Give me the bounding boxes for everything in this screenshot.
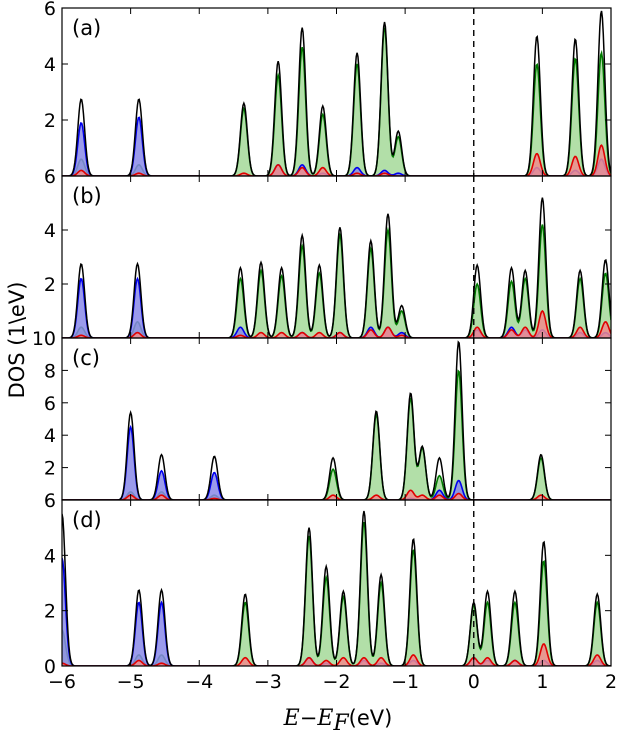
- y-tick-label: 2: [44, 110, 56, 132]
- panel-label: (d): [72, 508, 102, 532]
- x-tick-label: −1: [391, 671, 419, 693]
- x-tick-label: −5: [117, 671, 145, 693]
- y-tick-label: 2: [44, 274, 56, 296]
- x-axis-label-minus: −: [300, 706, 318, 730]
- panel-b: 2 4 10 (b): [32, 175, 612, 350]
- y-tick-label-bottom: 6: [44, 490, 56, 512]
- total-dos-line: [62, 510, 611, 666]
- panel-label: (b): [72, 184, 102, 208]
- y-tick-label: 0: [44, 656, 56, 678]
- total-dos-line: [62, 10, 611, 176]
- x-tick-label: −2: [322, 671, 350, 693]
- x-axis-label: E−EF(eV): [283, 706, 393, 735]
- y-tick-label: 2: [44, 458, 56, 480]
- y-tick-label: 6: [44, 393, 56, 415]
- x-tick-label: 2: [605, 671, 617, 693]
- panel-label: (a): [72, 16, 101, 40]
- x-axis-label-unit: (eV): [349, 706, 393, 730]
- x-axis-label-symbol-ef: E: [316, 706, 333, 731]
- y-tick-label: 6: [44, 0, 56, 20]
- x-axis-label-symbol-e: E: [283, 706, 300, 731]
- x-tick-label: −3: [254, 671, 282, 693]
- panel-plot-area: [62, 340, 611, 500]
- green-pdos-fill: [62, 522, 611, 666]
- panels-group: 2 4 6 6 (a) 2 4 10 (b) 2 4 6 8 6 (c) 0 2 4 (d): [32, 0, 612, 678]
- y-tick-label-bottom: 10: [32, 328, 56, 350]
- y-tick-label: 4: [44, 220, 56, 242]
- x-axis-label-subscript-f: F: [332, 711, 349, 735]
- panel-plot-area: [62, 10, 611, 176]
- y-tick-label: 4: [44, 545, 56, 567]
- y-tick-label-bottom: 6: [44, 166, 56, 188]
- x-tick-label: −4: [185, 671, 213, 693]
- panel-d: 0 2 4 (d): [44, 499, 612, 678]
- y-tick-label: 4: [44, 425, 56, 447]
- y-tick-label: 8: [44, 360, 56, 382]
- y-tick-label: 4: [44, 54, 56, 76]
- green-pdos-line: [62, 369, 611, 500]
- panel-plot-area: [62, 510, 611, 666]
- y-axis-label: DOS (1\eV): [5, 282, 29, 399]
- x-tick-label: 1: [536, 671, 548, 693]
- panel-a: 2 4 6 6 (a): [44, 0, 612, 188]
- panel-frame: [61, 499, 612, 667]
- x-axis: −6 −5 −4 −3 −2 −1 0 1 2: [48, 671, 617, 693]
- panel-label: (c): [72, 346, 100, 370]
- total-dos-line: [62, 197, 611, 338]
- panel-plot-area: [62, 197, 611, 338]
- y-tick-label: 2: [44, 601, 56, 623]
- x-tick-label: 0: [468, 671, 480, 693]
- panel-c: 2 4 6 8 6 (c): [44, 337, 612, 512]
- x-tick-label: −6: [48, 671, 76, 693]
- total-dos-line: [62, 340, 611, 500]
